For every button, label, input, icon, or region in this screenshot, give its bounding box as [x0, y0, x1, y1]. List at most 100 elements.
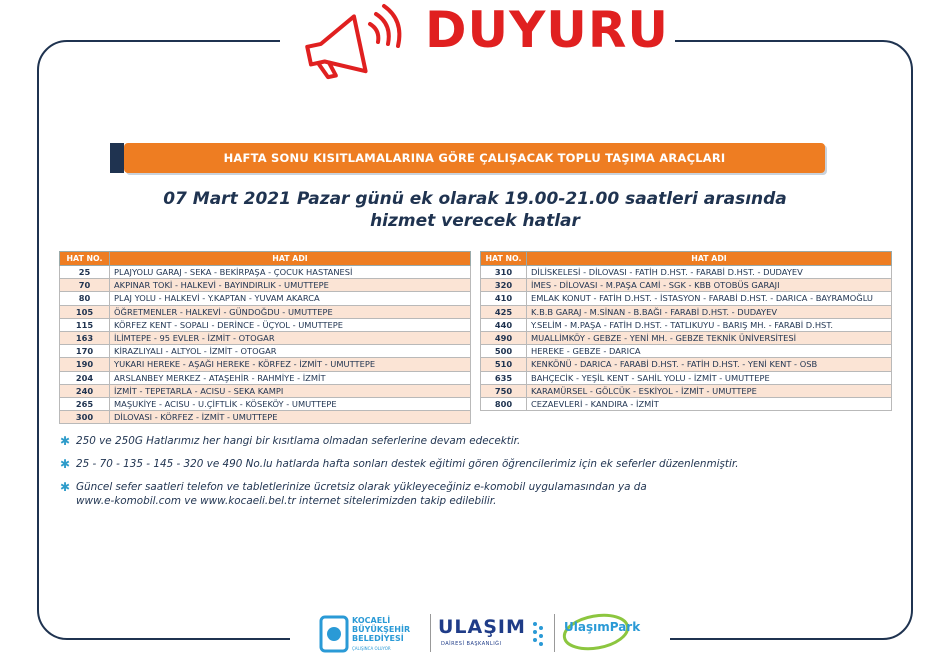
route-name: YUKARI HEREKE - AŞAĞI HEREKE - KÖRFEZ - … [109, 357, 471, 372]
route-number: 25 [59, 264, 110, 280]
route-name: BAHÇECİK - YEŞİL KENT - SAHİL YOLU - İZM… [526, 370, 892, 385]
star-bullet-icon: ✱ [60, 434, 71, 448]
route-number: 750 [480, 383, 527, 398]
route-number: 310 [480, 264, 527, 280]
ulasimpark-swoosh-icon [562, 613, 630, 651]
route-name: DİLOVASI - KÖRFEZ - İZMİT - UMUTTEPE [109, 410, 471, 425]
route-number: 265 [59, 396, 110, 412]
route-name: K.B.B GARAJ - M.SİNAN - B.BAĞI - FARABİ … [526, 304, 892, 319]
table-row: 105 ÖĞRETMENLER - HALKEVİ - GÜNDOĞDU - UM… [59, 304, 471, 319]
table-row: 163 İLİMTEPE - 95 EVLER - İZMİT - OTOGAR [59, 330, 471, 346]
route-number: 190 [59, 357, 110, 372]
route-number: 105 [59, 304, 110, 319]
route-number: 320 [480, 278, 527, 293]
table-row: 265 MAŞUKİYE - ACISU - U.ÇİFTLİK - KÖSEKÖ… [59, 396, 471, 412]
table-row: 410 EMLAK KONUT - FATİH D.HST. - İSTASYON… [480, 291, 892, 306]
route-name: DİLİSKELESİ - DİLOVASI - FATİH D.HST. - … [526, 264, 892, 280]
note-text: www.e-komobil.com ve www.kocaeli.bel.tr … [76, 495, 497, 507]
route-name: İZMİT - TEPETARLA - ACISU - SEKA KAMPI [109, 383, 471, 398]
table-row: 80 PLAJ YOLU - HALKEVİ - Y.KAPTAN - YUVAM… [59, 291, 471, 306]
route-name: MUALLİMKÖY - GEBZE - YENİ MH. - GEBZE TE… [526, 330, 892, 346]
route-table-left: HAT NO. HAT ADI 25 PLAJYOLU GARAJ - SEKA … [59, 251, 471, 425]
column-header-no: HAT NO. [480, 251, 527, 266]
route-name: İMES - DİLOVASI - M.PAŞA CAMİ - SGK - KB… [526, 278, 892, 293]
route-number: 204 [59, 370, 110, 385]
page-title: DUYURU [425, 1, 670, 59]
table-row: 204 ARSLANBEY MERKEZ - ATAŞEHİR - RAHMİYE… [59, 370, 471, 385]
route-number: 170 [59, 344, 110, 359]
route-number: 80 [59, 291, 110, 306]
table-row: 320 İMES - DİLOVASI - M.PAŞA CAMİ - SGK -… [480, 278, 892, 293]
table-row: 310 DİLİSKELESİ - DİLOVASI - FATİH D.HST.… [480, 264, 892, 280]
route-name: PLAJ YOLU - HALKEVİ - Y.KAPTAN - YUVAM A… [109, 291, 471, 306]
subtitle-line-1: 07 Mart 2021 Pazar günü ek olarak 19.00-… [163, 189, 787, 209]
ulasim-logo-sub: DAİRESİ BAŞKANLIĞI [441, 641, 502, 647]
route-name: PLAJYOLU GARAJ - SEKA - BEKİRPAŞA - ÇOCU… [109, 264, 471, 280]
table-header-row: HAT NO. HAT ADI [59, 251, 471, 266]
kocaeli-emblem-icon [319, 615, 349, 653]
banner-accent [110, 143, 124, 173]
route-name: EMLAK KONUT - FATİH D.HST. - İSTASYON - … [526, 291, 892, 306]
route-number: 800 [480, 396, 527, 412]
table-row: 635 BAHÇECİK - YEŞİL KENT - SAHİL YOLU - … [480, 370, 892, 385]
table-row: 70 AKPINAR TOKİ - HALKEVİ - BAYINDIRLIK -… [59, 278, 471, 293]
footer-logos: KOCAELİ BÜYÜKŞEHİR BELEDİYESİ ÇALIŞINCA … [318, 606, 641, 662]
table-header-row: HAT NO. HAT ADI [480, 251, 892, 266]
route-number: 490 [480, 330, 527, 346]
note-item: ✱ 250 ve 250G Hatlarımız her hangi bir k… [60, 434, 890, 448]
column-header-name: HAT ADI [526, 251, 892, 266]
note-item: ✱ 25 - 70 - 135 - 145 - 320 ve 490 No.lu… [60, 457, 890, 471]
route-number: 410 [480, 291, 527, 306]
subtitle-line-2: hizmet verecek hatlar [370, 211, 580, 231]
star-bullet-icon: ✱ [60, 480, 71, 494]
route-number: 240 [59, 383, 110, 398]
kocaeli-slogan: ÇALIŞINCA OLUYOR [352, 646, 391, 651]
table-row: 300 DİLOVASI - KÖRFEZ - İZMİT - UMUTTEPE [59, 410, 471, 425]
star-bullet-icon: ✱ [60, 457, 71, 471]
ulasim-logo: ULAŞIM [438, 616, 526, 638]
route-table-right: HAT NO. HAT ADI 310 DİLİSKELESİ - DİLOVAS… [480, 251, 892, 412]
table-row: 490 MUALLİMKÖY - GEBZE - YENİ MH. - GEBZE… [480, 330, 892, 346]
route-number: 510 [480, 357, 527, 372]
ulasimpark-logo: UlaşımPark [564, 620, 641, 634]
note-text: 250 ve 250G Hatlarımız her hangi bir kıs… [76, 435, 521, 447]
logo-divider [430, 614, 431, 652]
note-text: 25 - 70 - 135 - 145 - 320 ve 490 No.lu h… [76, 458, 739, 470]
table-row: 425 K.B.B GARAJ - M.SİNAN - B.BAĞI - FARA… [480, 304, 892, 319]
banner: HAFTA SONU KISITLAMALARINA GÖRE ÇALIŞACA… [124, 143, 825, 173]
route-name: CEZAEVLERİ - KANDIRA - İZMİT [526, 396, 892, 412]
route-name: HEREKE - GEBZE - DARICA [526, 344, 892, 359]
route-name: KENKÖNÜ - DARICA - FARABİ D.HST. - FATİH… [526, 357, 892, 372]
table-row: 750 KARAMÜRSEL - GÖLCÜK - ESKİYOL - İZMİT… [480, 383, 892, 398]
table-row: 500 HEREKE - GEBZE - DARICA [480, 344, 892, 359]
route-number: 440 [480, 317, 527, 332]
route-number: 300 [59, 410, 110, 425]
table-row: 170 KİRAZLIYALI - ALTYOL - İZMİT - OTOGAR [59, 344, 471, 359]
route-number: 70 [59, 278, 110, 293]
table-row: 240 İZMİT - TEPETARLA - ACISU - SEKA KAMP… [59, 383, 471, 398]
route-name: KARAMÜRSEL - GÖLCÜK - ESKİYOL - İZMİT - … [526, 383, 892, 398]
table-row: 115 KÖRFEZ KENT - SOPALI - DERİNCE - ÜÇYO… [59, 317, 471, 332]
table-row: 25 PLAJYOLU GARAJ - SEKA - BEKİRPAŞA - ÇO… [59, 264, 471, 280]
note-text: Güncel sefer saatleri telefon ve tabletl… [76, 481, 647, 493]
route-name: Y.SELİM - M.PAŞA - FATİH D.HST. - TATLIK… [526, 317, 892, 332]
route-number: 115 [59, 317, 110, 332]
route-number: 500 [480, 344, 527, 359]
table-row: 440 Y.SELİM - M.PAŞA - FATİH D.HST. - TAT… [480, 317, 892, 332]
logo-divider [554, 614, 555, 652]
kocaeli-logo-text: KOCAELİ BÜYÜKŞEHİR BELEDİYESİ [352, 616, 411, 643]
route-number: 163 [59, 330, 110, 346]
route-name: KÖRFEZ KENT - SOPALI - DERİNCE - ÜÇYOL -… [109, 317, 471, 332]
banner-text: HAFTA SONU KISITLAMALARINA GÖRE ÇALIŞACA… [223, 151, 726, 165]
note-item: ✱ Güncel sefer saatleri telefon ve table… [60, 480, 890, 494]
route-number: 635 [480, 370, 527, 385]
table-row: 510 KENKÖNÜ - DARICA - FARABİ D.HST. - FA… [480, 357, 892, 372]
route-number: 425 [480, 304, 527, 319]
column-header-no: HAT NO. [59, 251, 110, 266]
dots-icon [533, 622, 543, 646]
table-row: 190 YUKARI HEREKE - AŞAĞI HEREKE - KÖRFEZ… [59, 357, 471, 372]
route-name: ÖĞRETMENLER - HALKEVİ - GÜNDOĞDU - UMUTT… [109, 304, 471, 319]
table-row: 800 CEZAEVLERİ - KANDIRA - İZMİT [480, 396, 892, 412]
route-name: AKPINAR TOKİ - HALKEVİ - BAYINDIRLIK - U… [109, 278, 471, 293]
route-name: KİRAZLIYALI - ALTYOL - İZMİT - OTOGAR [109, 344, 471, 359]
